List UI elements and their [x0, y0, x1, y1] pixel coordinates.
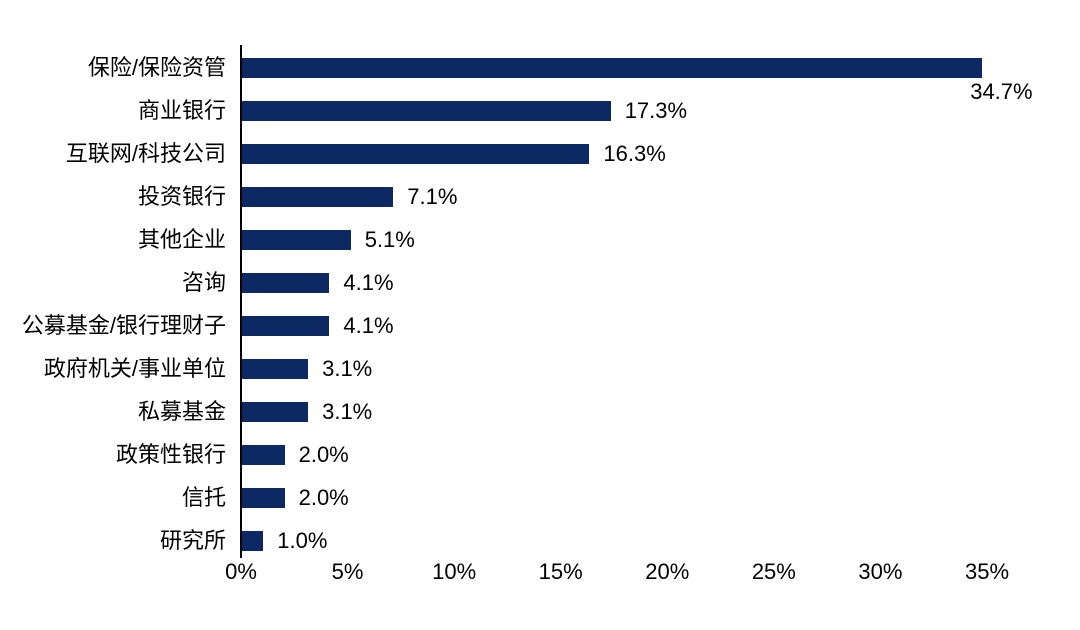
x-tick-label: 25%	[751, 559, 796, 584]
bar-row: 咨询 4.1%	[0, 261, 990, 304]
value-label: 16.3%	[603, 140, 666, 166]
value-label: 4.1%	[343, 269, 394, 295]
bar-track: 3.1%	[242, 347, 990, 390]
bar	[242, 530, 264, 551]
x-tick-label: 30%	[858, 559, 903, 584]
category-label: 投资银行	[137, 183, 226, 209]
value-label: 3.1%	[322, 398, 373, 424]
bar	[242, 186, 394, 207]
bar-row: 信托 2.0%	[0, 476, 990, 519]
x-tick-label: 5%	[331, 559, 364, 584]
bar-track: 16.3%	[242, 132, 990, 175]
value-label: 5.1%	[364, 226, 415, 252]
category-label: 公募基金/银行理财子	[21, 312, 226, 338]
bar-track: 7.1%	[242, 175, 990, 218]
bar	[242, 444, 285, 465]
bar-track: 34.7%	[242, 46, 1033, 104]
value-label: 2.0%	[298, 484, 349, 510]
bar-row: 公募基金/银行理财子 4.1%	[0, 304, 990, 347]
category-label: 保险/保险资管	[87, 54, 226, 80]
bar	[242, 487, 285, 508]
bar-track: 3.1%	[242, 390, 990, 433]
bar-row: 保险/保险资管 34.7%	[0, 46, 1033, 104]
bar-row: 私募基金 3.1%	[0, 390, 990, 433]
category-label: 互联网/科技公司	[65, 140, 226, 166]
bar-row: 互联网/科技公司 16.3%	[0, 132, 990, 175]
category-label: 咨询	[181, 269, 226, 295]
x-tick-label: 20%	[645, 559, 690, 584]
value-label: 34.7%	[970, 79, 1033, 104]
bar-track: 1.0%	[242, 519, 990, 562]
bar	[242, 401, 309, 422]
bar	[242, 358, 309, 379]
bar-track: 2.0%	[242, 433, 990, 476]
x-tick-label: 15%	[538, 559, 583, 584]
bar-track: 4.1%	[242, 261, 990, 304]
y-axis-line	[240, 45, 242, 558]
bar-row: 其他企业 5.1%	[0, 218, 990, 261]
category-label: 政府机关/事业单位	[43, 355, 226, 381]
bar-row: 商业银行 17.3%	[0, 89, 990, 132]
bar-track: 4.1%	[242, 304, 990, 347]
bar-row: 投资银行 7.1%	[0, 175, 990, 218]
bar-rows: 保险/保险资管 34.7% 商业银行 17.3% 互联网/科技公司 16.3% 投资银行 7.…	[0, 46, 1033, 562]
bar-row: 政策性银行 2.0%	[0, 433, 990, 476]
bar-track: 17.3%	[242, 89, 990, 132]
value-label: 4.1%	[343, 312, 394, 338]
value-label: 7.1%	[407, 183, 458, 209]
value-label: 2.0%	[298, 441, 349, 467]
category-label: 研究所	[159, 527, 226, 553]
x-tick-label: 35%	[964, 559, 1010, 584]
bar	[242, 57, 982, 78]
bar-track: 5.1%	[242, 218, 990, 261]
value-label: 17.3%	[624, 97, 688, 123]
bar	[242, 272, 330, 293]
value-label: 3.1%	[322, 355, 373, 381]
x-tick-label: 10%	[432, 559, 477, 584]
bar	[242, 143, 590, 164]
bar	[242, 315, 330, 336]
bar-row: 研究所 1.0%	[0, 519, 990, 562]
category-label: 商业银行	[137, 97, 226, 123]
bar-row: 政府机关/事业单位 3.1%	[0, 347, 990, 390]
value-label: 1.0%	[277, 527, 328, 553]
category-label: 政策性银行	[115, 441, 226, 467]
x-tick-label: 0%	[225, 559, 257, 584]
category-label: 私募基金	[137, 398, 226, 424]
x-axis-tick-labels: 0% 5% 10% 15% 20% 25% 30% 35%	[225, 559, 1009, 588]
bar	[242, 100, 611, 121]
bar	[242, 229, 351, 250]
category-label: 信托	[181, 484, 226, 510]
bar-track: 2.0%	[242, 476, 990, 519]
category-label: 其他企业	[137, 226, 226, 252]
